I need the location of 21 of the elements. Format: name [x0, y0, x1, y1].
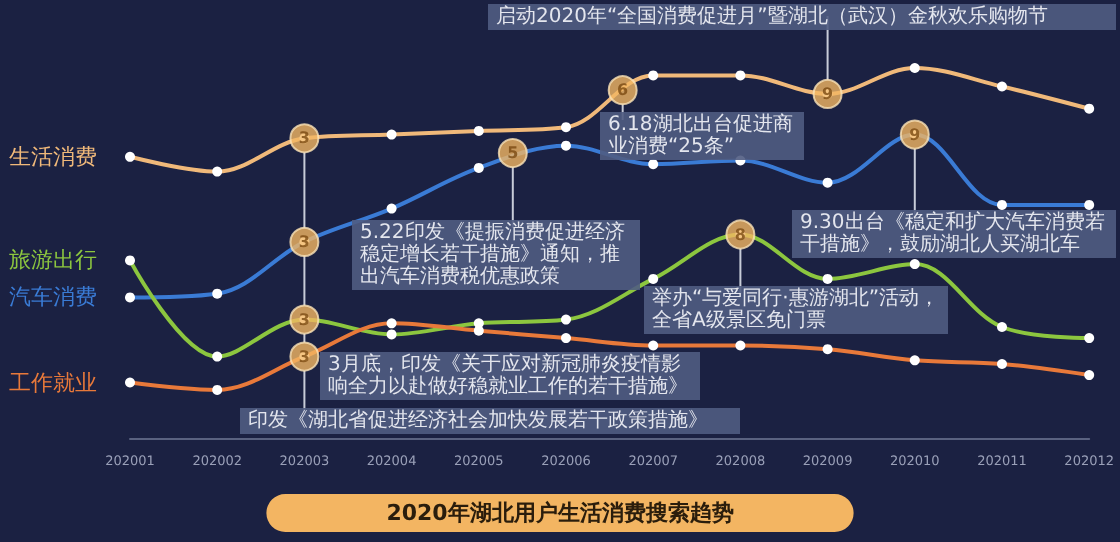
annotation: 5: [507, 144, 520, 163]
annotation: 6: [617, 81, 630, 100]
annotation: 9: [822, 84, 835, 103]
text: 2020年湖北用户生活消费搜索趋势: [386, 500, 734, 526]
note-box: 5.22印发《提振消费促进经济稳定增长若干措施》通知，推出汽车消费税优惠政策: [352, 220, 640, 290]
series-label: 工作就业: [9, 369, 97, 396]
note-box: 启动2020年“全国消费促进月”暨湖北（武汉）金秋欢乐购物节: [488, 4, 1116, 30]
note-box: 举办“与爱同行·惠游湖北”活动，全省A级景区免门票: [644, 286, 948, 334]
note-box: 印发《湖北省促进经济社会加快发展若干政策措施》: [240, 408, 740, 434]
note-box: 3月底，印发《关于应对新冠肺炎疫情影响全力以赴做好稳就业工作的若干措施》: [320, 352, 700, 400]
series-label: 旅游出行: [9, 247, 97, 274]
series-label: 生活消费: [9, 143, 97, 170]
annotation: 8: [734, 225, 747, 244]
annotation: 3: [298, 232, 310, 251]
note-box: 9.30出台《稳定和扩大汽车消费若干措施》，鼓励湖北人买湖北车: [792, 210, 1116, 258]
annotation: 9: [909, 125, 922, 144]
series-label: 汽车消费: [9, 284, 97, 311]
annotation: 3: [298, 129, 310, 148]
annotation: 3: [298, 347, 310, 366]
annotation: 3: [298, 310, 310, 329]
note-box: 6.18湖北出台促进商业消费“25条”: [600, 112, 804, 160]
